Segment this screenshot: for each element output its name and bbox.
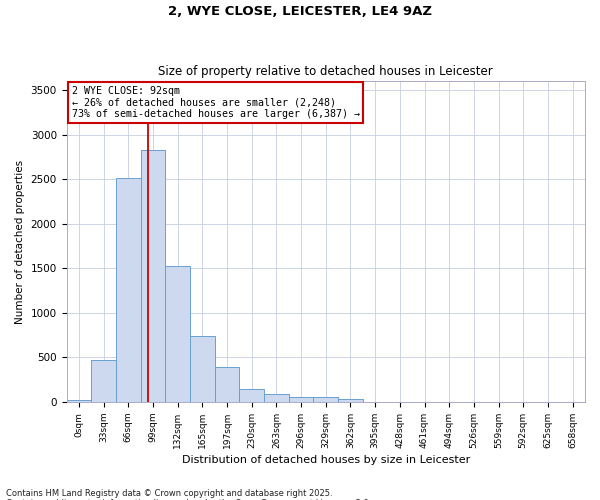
Bar (67, 400, 91, 402)
Bar (190, 336, 215, 402)
Bar (215, 367, 239, 402)
Text: Contains HM Land Registry data © Crown copyright and database right 2025.: Contains HM Land Registry data © Crown c… (6, 488, 332, 498)
Bar (165, 266, 190, 402)
Text: 2 WYE CLOSE: 92sqm
← 26% of detached houses are smaller (2,248)
73% of semi-deta: 2 WYE CLOSE: 92sqm ← 26% of detached hou… (72, 86, 360, 119)
Bar (338, 400, 363, 402)
Text: 2, WYE CLOSE, LEICESTER, LE4 9AZ: 2, WYE CLOSE, LEICESTER, LE4 9AZ (168, 5, 432, 18)
Bar (91, 360, 116, 402)
Bar (264, 394, 289, 402)
Bar (140, 150, 165, 402)
Bar (239, 388, 264, 402)
Y-axis label: Number of detached properties: Number of detached properties (15, 160, 25, 324)
Bar (116, 178, 140, 402)
Bar (289, 397, 313, 402)
Title: Size of property relative to detached houses in Leicester: Size of property relative to detached ho… (158, 66, 493, 78)
Bar (313, 397, 338, 402)
X-axis label: Distribution of detached houses by size in Leicester: Distribution of detached houses by size … (182, 455, 470, 465)
Text: Contains public sector information licensed under the Open Government Licence v3: Contains public sector information licen… (6, 498, 371, 500)
